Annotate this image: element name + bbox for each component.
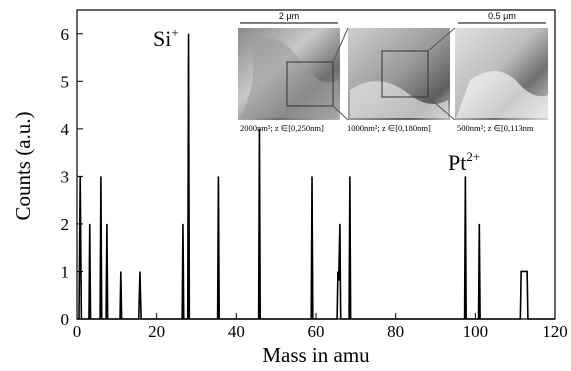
x-tick-label: 0 [73,322,82,341]
x-tick-label: 80 [387,322,404,341]
y-tick-label: 1 [61,262,70,281]
annotation-text: Si+ [153,25,179,51]
annotation-sup: + [171,25,178,40]
y-tick-label: 6 [61,25,70,44]
x-axis-title: Mass in amu [262,343,370,367]
annotation-sup: 2+ [466,149,480,164]
inset-caption: 2000nm²; z ∈[0,250nm] [240,123,324,133]
annotation-main: Pt [448,150,466,175]
x-tick-label: 60 [308,322,325,341]
y-tick-label: 4 [61,120,70,139]
inset-caption: 500nm²; z ∈[0,113nm [457,123,534,133]
x-tick-label: 100 [463,322,489,341]
scale-label: 2 μm [279,11,299,21]
annotation-text: Pt2+ [448,149,480,175]
y-axis-title: Counts (a.u.) [11,111,35,220]
x-tick-label: 120 [542,322,568,341]
scale-label: 0.5 μm [488,11,516,21]
y-tick-label: 3 [61,167,70,186]
chart: Mass in amu Counts (a.u.) Si+ Pt2+ 2 μm … [0,0,571,371]
x-tick-label: 20 [148,322,165,341]
inset-caption: 1000nm²; z ∈[0,180nm] [347,123,431,133]
inset: 2 μm 0.5 μm 2000nm²; z ∈[0,250nm] 1000nm… [238,11,548,133]
y-tick-label: 5 [61,72,70,91]
y-tick-label: 0 [61,310,70,329]
x-tick-label: 40 [228,322,245,341]
y-tick-label: 2 [61,215,70,234]
annotation-main: Si [153,26,171,51]
